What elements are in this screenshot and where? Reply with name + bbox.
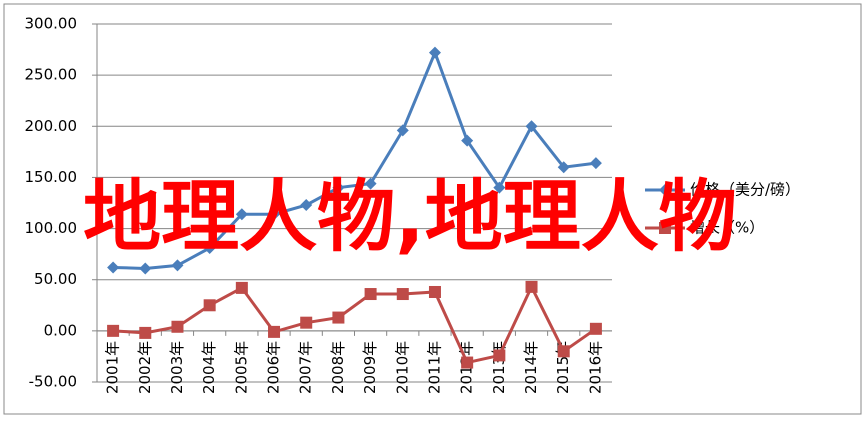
point xyxy=(589,322,602,335)
point xyxy=(525,120,538,133)
series-line xyxy=(112,283,597,365)
point xyxy=(332,311,345,324)
point xyxy=(461,134,474,147)
point xyxy=(332,181,345,194)
point xyxy=(203,299,216,312)
point xyxy=(235,208,248,221)
y-tick-label: 300.00 xyxy=(25,15,78,33)
point xyxy=(525,280,538,293)
y-tick-label: 0.00 xyxy=(44,321,77,339)
point xyxy=(139,262,152,275)
x-tick-label: 2006年 xyxy=(265,341,283,394)
point xyxy=(171,259,184,272)
point xyxy=(659,222,671,234)
x-tick-label: 2003年 xyxy=(168,341,186,394)
point xyxy=(171,320,184,333)
y-tick-label: 250.00 xyxy=(25,66,78,84)
x-tick-label: 2014年 xyxy=(522,341,540,394)
point xyxy=(396,124,409,137)
point xyxy=(659,184,671,196)
legend-label: 增长（%） xyxy=(690,219,764,237)
y-tick-label: 100.00 xyxy=(25,219,78,237)
chart-border xyxy=(3,3,862,415)
x-tick-label: 2004年 xyxy=(200,341,218,394)
point xyxy=(589,157,602,170)
x-tick-label: 2001年 xyxy=(104,341,122,394)
x-tick-label: 2011年 xyxy=(425,341,443,394)
x-tick-label: 2010年 xyxy=(393,341,411,394)
x-tick-label: 2009年 xyxy=(361,341,379,394)
point xyxy=(107,261,120,274)
y-tick-label: 200.00 xyxy=(25,117,78,135)
point xyxy=(428,285,441,298)
point xyxy=(203,242,216,255)
point xyxy=(364,288,377,301)
watermark: 地理人物,地理人物 xyxy=(83,172,737,262)
point xyxy=(428,46,441,59)
x-tick-label: 2007年 xyxy=(297,341,315,394)
x-tick-label: 2002年 xyxy=(136,341,154,394)
point xyxy=(364,177,377,190)
point xyxy=(300,199,313,212)
point xyxy=(493,349,506,362)
point xyxy=(268,208,281,221)
point xyxy=(235,281,248,294)
x-tick-label: 2013年 xyxy=(490,341,508,394)
point xyxy=(493,181,506,194)
x-tick-label: 2005年 xyxy=(232,341,250,394)
point xyxy=(557,345,570,358)
point xyxy=(300,316,313,329)
point xyxy=(107,324,120,337)
y-tick-label: 50.00 xyxy=(34,270,77,288)
legend-label: 价格（美分/磅） xyxy=(690,181,800,199)
point xyxy=(139,326,152,339)
x-tick-label: 2016年 xyxy=(586,341,604,394)
y-tick-label: 150.00 xyxy=(25,168,78,186)
point xyxy=(461,356,474,369)
series-line xyxy=(113,48,597,270)
point xyxy=(396,288,409,301)
x-tick-label: 2008年 xyxy=(329,341,347,394)
point xyxy=(268,325,281,338)
y-tick-label: -50.00 xyxy=(29,373,77,391)
point xyxy=(557,161,570,174)
